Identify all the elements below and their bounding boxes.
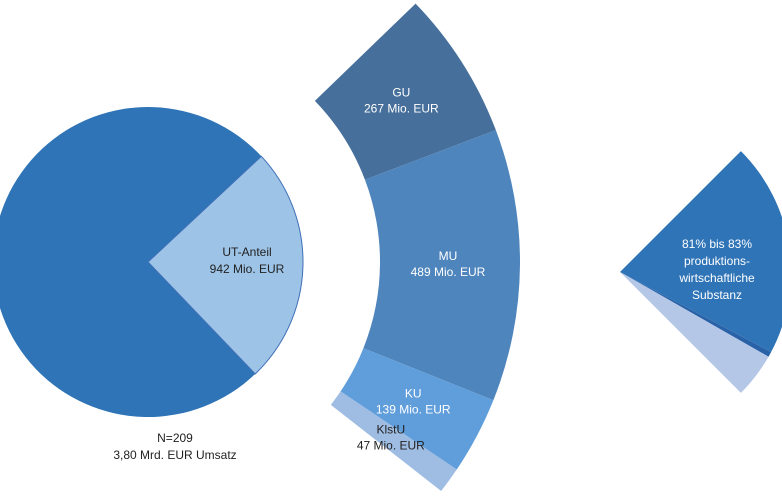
substance-label: Substanz (692, 288, 742, 302)
ut-value-label: 942 Mio. EUR (210, 262, 285, 276)
segment-label: GU (392, 86, 410, 100)
segment-value-label: 139 Mio. EUR (376, 402, 451, 416)
pie-slice-ut (147, 155, 304, 375)
substance-wedge (620, 272, 772, 357)
pie-slice-rest (0, 107, 262, 417)
substance-wedge (620, 272, 769, 393)
ring-segment (330, 391, 457, 492)
substance-label: produktions- (684, 254, 750, 268)
ring-segment (363, 130, 520, 401)
segment-label: MU (439, 249, 458, 263)
segment-value-label: 489 Mio. EUR (411, 265, 486, 279)
count-label: N=209 (157, 431, 193, 445)
total-label: 3,80 Mrd. EUR Umsatz (113, 448, 236, 462)
segment-label: KU (405, 386, 422, 400)
substance-label: wirtschaftliche (678, 271, 755, 285)
ring-segment (314, 3, 496, 180)
ut-label: UT-Anteil (222, 245, 271, 259)
ring-segment (340, 348, 494, 470)
segment-value-label: 267 Mio. EUR (364, 102, 439, 116)
substance-label: 81% bis 83% (682, 237, 752, 251)
segment-label: KlstU (377, 422, 406, 436)
segment-value-label: 47 Mio. EUR (357, 438, 425, 452)
substance-wedge (620, 151, 782, 353)
